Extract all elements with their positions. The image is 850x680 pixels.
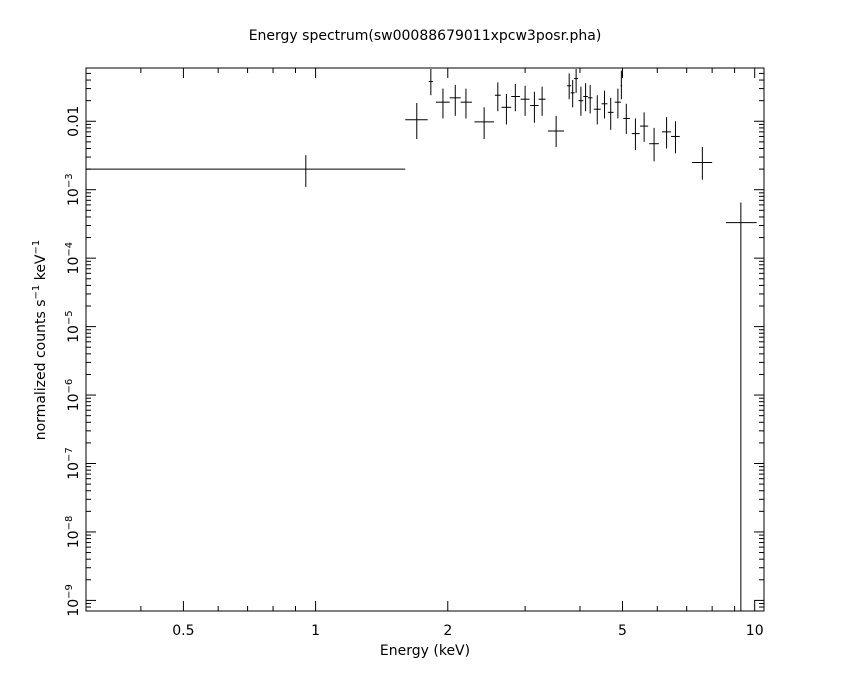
data-point [501, 94, 512, 125]
y-tick-label-exponent: −5 [64, 310, 75, 325]
data-point [574, 69, 579, 93]
data-point [578, 86, 584, 116]
data-point [661, 117, 672, 149]
y-tick-label: 0.01 [66, 106, 82, 137]
data-point [620, 70, 623, 100]
y-tick-label-exponent: −7 [64, 447, 75, 462]
x-tick-label: 2 [443, 623, 452, 639]
data-point [607, 97, 614, 130]
data-point [583, 83, 588, 112]
y-tick-label: 10−3 [64, 173, 82, 206]
y-tick-label-base: 10 [66, 462, 82, 480]
y-tick-label-exponent: −9 [64, 584, 75, 599]
y-tick-label: 10−5 [64, 310, 82, 343]
axis-ticks [85, 67, 764, 612]
data-point [725, 202, 757, 611]
y-tick-label: 10−4 [64, 242, 82, 275]
x-tick-labels: 0.5 1 2 5 10 [172, 623, 763, 639]
data-point [547, 115, 565, 148]
y-tick-label-exponent: −4 [64, 242, 75, 257]
data-point [494, 82, 501, 112]
y-tick-label-base: 10 [66, 599, 82, 617]
y-axis-label-exponent-1: −1 [31, 285, 42, 300]
x-axis-label: Energy (keV) [380, 643, 470, 659]
data-point [530, 91, 539, 123]
y-axis-label: normalized counts s−1 keV−1 [31, 240, 49, 441]
data-point [692, 147, 713, 180]
plot-frame [85, 67, 765, 612]
data-point [460, 88, 472, 119]
y-tick-label: 10−8 [64, 516, 82, 549]
data-point [474, 107, 495, 140]
data-point [449, 84, 461, 116]
data-point [601, 90, 608, 119]
x-tick-label: 10 [746, 623, 764, 639]
data-point [671, 121, 680, 154]
y-axis-label-exponent-2: −1 [31, 240, 42, 255]
data-point [511, 84, 520, 112]
data-point [405, 102, 428, 140]
data-point [86, 155, 406, 187]
data-point [570, 80, 575, 108]
data-point [614, 88, 621, 119]
y-tick-label-base: 10 [66, 325, 82, 343]
data-points [86, 69, 757, 611]
y-axis-label-text: normalized counts s [33, 299, 49, 440]
x-tick-label: 1 [311, 623, 320, 639]
y-tick-label: 10−6 [64, 379, 82, 412]
y-tick-label-base: 10 [66, 188, 82, 206]
data-point [435, 88, 450, 119]
data-point [623, 103, 630, 135]
x-tick-label: 0.5 [172, 623, 194, 639]
data-point [428, 69, 433, 96]
y-tick-label-base: 10 [66, 394, 82, 412]
y-tick-label-exponent: −6 [64, 379, 75, 394]
y-tick-label-exponent: −8 [64, 516, 75, 531]
y-tick-label-exponent: −3 [64, 173, 75, 188]
data-point [538, 86, 546, 116]
y-tick-label-base: 10 [66, 257, 82, 275]
y-tick-label-base: 10 [66, 530, 82, 548]
data-point [593, 95, 601, 125]
data-point [631, 118, 640, 151]
data-point [567, 73, 572, 100]
data-point [587, 84, 593, 114]
chart-title: Energy spectrum(sw00088679011xpcw3posr.p… [249, 28, 602, 44]
y-tick-label: 10−9 [64, 584, 82, 617]
data-point [649, 127, 659, 162]
y-tick-label: 10−7 [64, 447, 82, 480]
y-axis-label-unit: keV [33, 254, 49, 285]
x-tick-label: 5 [618, 623, 627, 639]
data-point [639, 112, 649, 142]
data-point [520, 85, 530, 116]
